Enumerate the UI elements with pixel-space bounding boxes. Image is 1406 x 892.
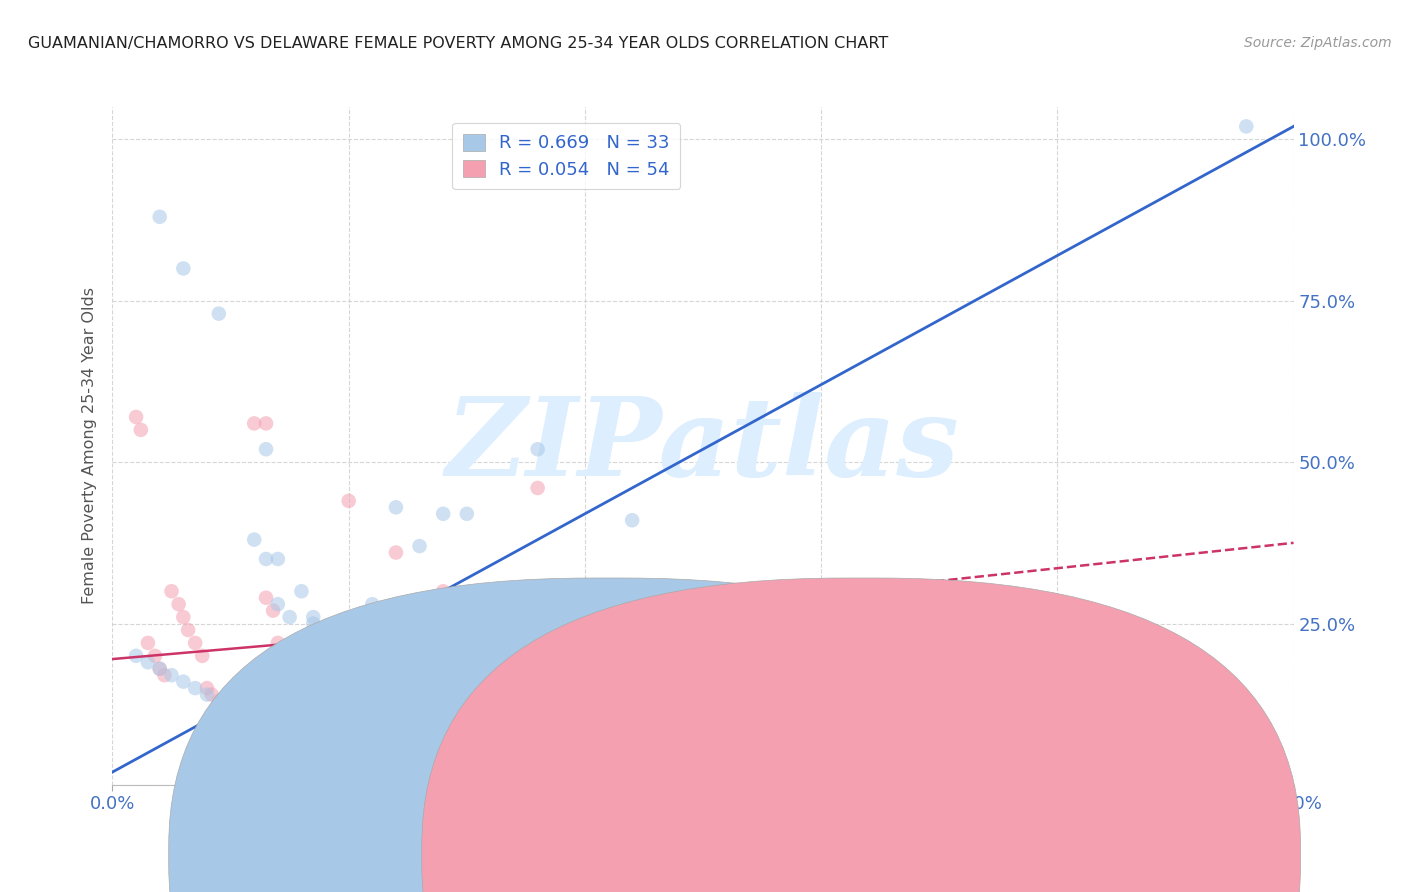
Point (278, 655, 301, 669)
Text: Source: ZipAtlas.com: Source: ZipAtlas.com (1244, 36, 1392, 50)
Text: ZIPatlas: ZIPatlas (446, 392, 960, 500)
Point (290, 720, 312, 734)
Point (385, 545, 408, 559)
Point (526, 442, 548, 457)
Point (1234, 120, 1257, 134)
Point (550, 700, 572, 714)
Point (271, 648, 294, 663)
Point (195, 681, 218, 695)
Point (285, 681, 308, 695)
Point (314, 739, 336, 754)
Point (160, 584, 183, 599)
Point (238, 726, 260, 740)
Point (254, 552, 277, 566)
Point (432, 584, 454, 599)
Point (692, 714, 714, 728)
Point (172, 674, 194, 689)
Point (208, 694, 231, 708)
Point (267, 597, 290, 611)
Point (456, 507, 478, 521)
Point (326, 732, 349, 747)
Point (337, 494, 360, 508)
Point (215, 700, 238, 714)
Point (243, 417, 266, 431)
Point (349, 746, 371, 760)
Point (247, 739, 270, 754)
Point (361, 597, 384, 611)
Point (172, 261, 194, 276)
Point (219, 694, 242, 708)
Text: Delaware: Delaware (886, 847, 965, 864)
Point (243, 533, 266, 547)
Point (149, 662, 172, 676)
Point (858, 584, 880, 599)
Point (195, 688, 218, 702)
Point (302, 694, 325, 708)
Point (125, 648, 148, 663)
Point (184, 681, 207, 695)
Point (201, 688, 224, 702)
Legend: R = 0.669   N = 33, R = 0.054   N = 54: R = 0.669 N = 33, R = 0.054 N = 54 (453, 123, 681, 189)
Point (385, 500, 408, 515)
Point (191, 648, 214, 663)
Point (129, 423, 152, 437)
Point (479, 688, 502, 702)
Y-axis label: Female Poverty Among 25-34 Year Olds: Female Poverty Among 25-34 Year Olds (82, 287, 97, 605)
Point (267, 636, 290, 650)
Point (125, 409, 148, 424)
Point (361, 752, 384, 766)
Point (621, 720, 644, 734)
Point (177, 623, 200, 637)
Point (136, 655, 159, 669)
Point (408, 539, 430, 553)
Point (160, 668, 183, 682)
Point (574, 714, 596, 728)
Point (219, 706, 242, 721)
Point (456, 752, 478, 766)
Point (385, 674, 408, 689)
Point (526, 481, 548, 495)
Point (149, 662, 172, 676)
Point (302, 610, 325, 624)
Point (314, 636, 336, 650)
Point (692, 662, 714, 676)
Point (290, 584, 312, 599)
Point (278, 610, 301, 624)
Point (254, 442, 277, 457)
Point (184, 636, 207, 650)
Point (143, 648, 166, 663)
Point (267, 694, 290, 708)
Point (231, 720, 253, 734)
Text: GUAMANIAN/CHAMORRO VS DELAWARE FEMALE POVERTY AMONG 25-34 YEAR OLDS CORRELATION : GUAMANIAN/CHAMORRO VS DELAWARE FEMALE PO… (28, 36, 889, 51)
Point (503, 700, 526, 714)
Point (243, 732, 266, 747)
Point (254, 591, 277, 605)
Point (254, 417, 277, 431)
Point (149, 210, 172, 224)
Point (267, 552, 290, 566)
Text: Guamanians/Chamorros: Guamanians/Chamorros (633, 847, 834, 864)
Point (136, 636, 159, 650)
Point (337, 739, 360, 754)
Point (167, 597, 190, 611)
Point (172, 610, 194, 624)
Point (432, 507, 454, 521)
Point (208, 307, 231, 321)
Point (302, 616, 325, 631)
Point (621, 513, 644, 527)
Point (314, 726, 336, 740)
Point (408, 746, 430, 760)
Point (262, 604, 284, 618)
Point (314, 623, 336, 637)
Point (153, 668, 176, 682)
Point (224, 714, 246, 728)
Point (456, 636, 478, 650)
Point (326, 726, 349, 740)
Point (290, 688, 312, 702)
